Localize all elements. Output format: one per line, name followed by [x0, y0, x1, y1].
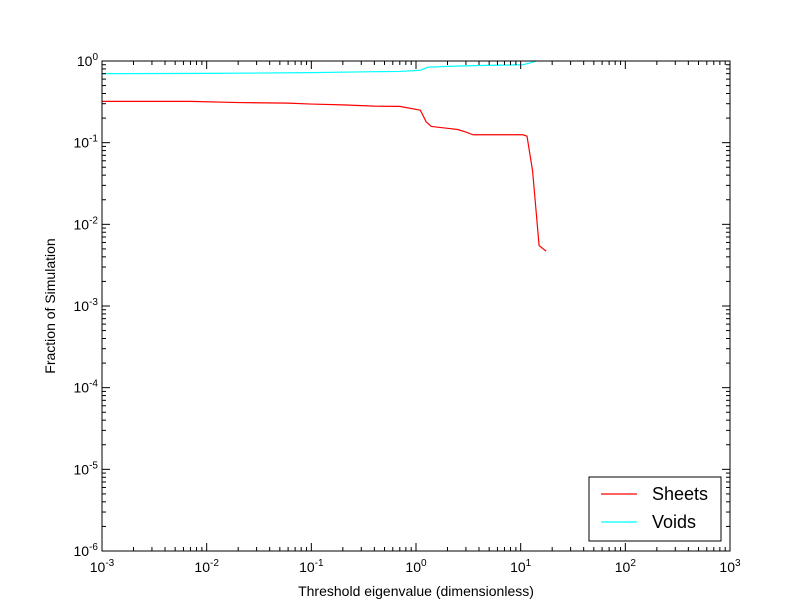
x-tick-label: 100: [405, 558, 427, 575]
legend-box: [588, 476, 722, 542]
series-line-sheets: [102, 100, 547, 252]
y-tick-label: 10-2: [74, 215, 99, 232]
x-tick-label: 10-3: [90, 558, 115, 575]
y-tick-label: 10-3: [74, 297, 99, 314]
y-tick-label: 10-4: [74, 379, 99, 396]
series-line-voids: [101, 60, 537, 75]
legend-label-voids: Voids: [652, 512, 696, 532]
y-tick-label: 100: [77, 52, 99, 69]
y-tick-label: 10-1: [74, 134, 99, 151]
y-tick-label: 10-6: [74, 542, 99, 559]
x-tick-label: 10-1: [299, 558, 324, 575]
x-tick-label: 102: [615, 558, 637, 575]
legend: Sheets Voids: [588, 476, 722, 542]
series-layer: [101, 60, 547, 252]
y-tick-label: 10-5: [74, 460, 99, 477]
tick-layer: [101, 60, 731, 552]
legend-label-sheets: Sheets: [652, 484, 708, 504]
plot-area: [102, 61, 730, 551]
x-tick-label: 101: [510, 558, 532, 575]
x-tick-label: 10-2: [194, 558, 219, 575]
x-tick-label: 103: [719, 558, 741, 575]
x-axis-label: Threshold eigenvalue (dimensionless): [298, 583, 534, 599]
y-axis-label: Fraction of Simulation: [42, 238, 58, 373]
tick-label-layer: 10-3 10-2 10-1 100 101 102 103 10-6 10-5 10-4 10-3…: [74, 52, 741, 575]
